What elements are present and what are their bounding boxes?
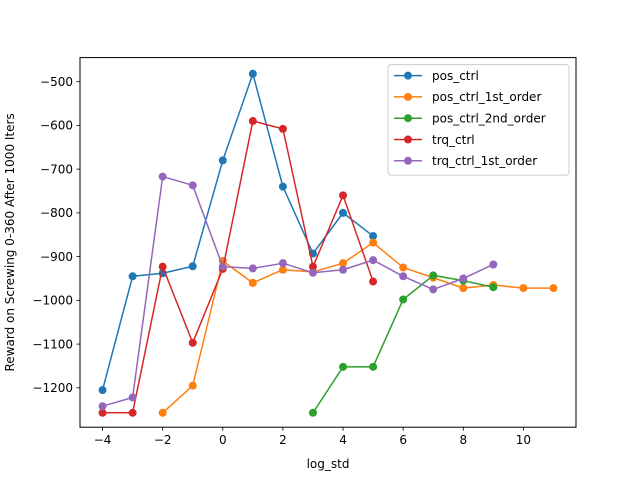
series-pos_ctrl (98, 69, 378, 395)
data-point-trq_ctrl (128, 408, 137, 417)
data-point-trq_ctrl (308, 262, 317, 271)
y-tick-label: −800 (40, 206, 73, 220)
data-point-pos_ctrl_2nd_order (339, 362, 348, 371)
y-tick-label: −1200 (32, 381, 73, 395)
series-trq_ctrl (98, 117, 378, 417)
x-tick-label: 4 (339, 433, 347, 447)
data-point-pos_ctrl (188, 262, 197, 271)
x-axis: −4 −2 0 2 4 6 8 10 (94, 427, 531, 447)
data-point-trq_ctrl_1st_order (158, 172, 167, 181)
data-point-pos_ctrl_1st_order (188, 381, 197, 390)
data-point-trq_ctrl (278, 124, 287, 133)
data-point-trq_ctrl_1st_order (218, 262, 227, 271)
legend-label-trq_ctrl_1st_order: trq_ctrl_1st_order (432, 154, 537, 168)
data-point-pos_ctrl_1st_order (158, 408, 167, 417)
x-axis-label: log_std (307, 457, 350, 471)
data-point-trq_ctrl_1st_order (489, 260, 498, 269)
x-tick-label: −2 (154, 433, 172, 447)
legend-marker-trq_ctrl_1st_order (404, 156, 412, 165)
data-point-trq_ctrl_1st_order (188, 181, 197, 190)
data-point-trq_ctrl_1st_order (459, 274, 468, 283)
data-point-trq_ctrl (158, 262, 167, 271)
y-tick-label: −1100 (32, 337, 73, 351)
data-point-pos_ctrl (278, 182, 287, 191)
data-point-pos_ctrl_1st_order (339, 259, 348, 268)
data-point-pos_ctrl_2nd_order (308, 408, 317, 417)
legend-label-trq_ctrl: trq_ctrl (432, 133, 475, 147)
x-tick-label: 8 (459, 433, 467, 447)
series-line-trq_ctrl (102, 120, 374, 414)
data-point-pos_ctrl_1st_order (369, 238, 378, 247)
y-tick-label: −500 (40, 75, 73, 89)
data-point-trq_ctrl (248, 117, 257, 126)
data-point-trq_ctrl_1st_order (399, 272, 408, 281)
series-layer (98, 69, 558, 417)
legend-label-pos_ctrl: pos_ctrl (432, 69, 479, 83)
data-point-pos_ctrl_2nd_order (429, 271, 438, 280)
data-point-pos_ctrl (248, 69, 257, 78)
legend-label-pos_ctrl_2nd_order: pos_ctrl_2nd_order (432, 112, 546, 126)
legend: pos_ctrl pos_ctrl_1st_order pos_ctrl_2nd_o… (387, 64, 570, 176)
data-point-trq_ctrl (98, 408, 107, 417)
data-point-pos_ctrl_2nd_order (489, 283, 498, 292)
data-point-pos_ctrl_2nd_order (369, 362, 378, 371)
y-tick-label: −1000 (32, 294, 73, 308)
legend-marker-pos_ctrl (404, 71, 412, 80)
data-point-trq_ctrl (339, 191, 348, 200)
data-point-trq_ctrl_1st_order (278, 259, 287, 268)
data-point-pos_ctrl (98, 386, 107, 395)
data-point-trq_ctrl_1st_order (308, 268, 317, 277)
plot-frame (79, 57, 577, 428)
data-point-trq_ctrl_1st_order (248, 264, 257, 273)
data-point-trq_ctrl (188, 338, 197, 347)
series-trq_ctrl_1st_order (98, 172, 498, 411)
x-tick-label: 2 (279, 433, 287, 447)
data-point-pos_ctrl (369, 232, 378, 241)
data-point-pos_ctrl_1st_order (549, 284, 558, 293)
y-tick-label: −700 (40, 162, 73, 176)
data-point-pos_ctrl_1st_order (519, 284, 528, 293)
data-point-pos_ctrl_1st_order (278, 265, 287, 274)
y-tick-label: −900 (40, 250, 73, 264)
x-tick-label: −4 (94, 433, 112, 447)
data-point-trq_ctrl_1st_order (369, 256, 378, 265)
data-point-pos_ctrl (218, 156, 227, 165)
series-line-trq_ctrl_1st_order (102, 175, 494, 407)
legend-marker-pos_ctrl_1st_order (404, 92, 412, 101)
data-point-pos_ctrl_2nd_order (399, 295, 408, 304)
x-tick-label: 0 (219, 433, 227, 447)
data-point-pos_ctrl_1st_order (248, 278, 257, 287)
data-point-trq_ctrl_1st_order (339, 265, 348, 274)
legend-label-pos_ctrl_1st_order: pos_ctrl_1st_order (432, 90, 541, 104)
data-point-pos_ctrl_1st_order (459, 284, 468, 293)
legend-marker-pos_ctrl_2nd_order (404, 114, 412, 123)
x-tick-label: 6 (399, 433, 407, 447)
y-axis-label: Reward on Screwing 0-360 After 1000 Iter… (3, 113, 17, 371)
legend-box (387, 64, 570, 176)
x-tick-label: 10 (516, 433, 531, 447)
data-point-trq_ctrl (369, 277, 378, 286)
legend-marker-trq_ctrl (404, 135, 412, 144)
data-point-pos_ctrl (128, 272, 137, 281)
y-tick-label: −600 (40, 119, 73, 133)
y-axis: −1200 −1100 −1000 −900 −800 −700 −600 −500 (32, 75, 80, 395)
data-point-trq_ctrl_1st_order (128, 393, 137, 402)
data-point-pos_ctrl_1st_order (399, 263, 408, 272)
data-point-trq_ctrl_1st_order (429, 285, 438, 294)
data-point-pos_ctrl (339, 208, 348, 217)
data-point-trq_ctrl_1st_order (98, 402, 107, 411)
series-line-pos_ctrl (101, 73, 374, 391)
